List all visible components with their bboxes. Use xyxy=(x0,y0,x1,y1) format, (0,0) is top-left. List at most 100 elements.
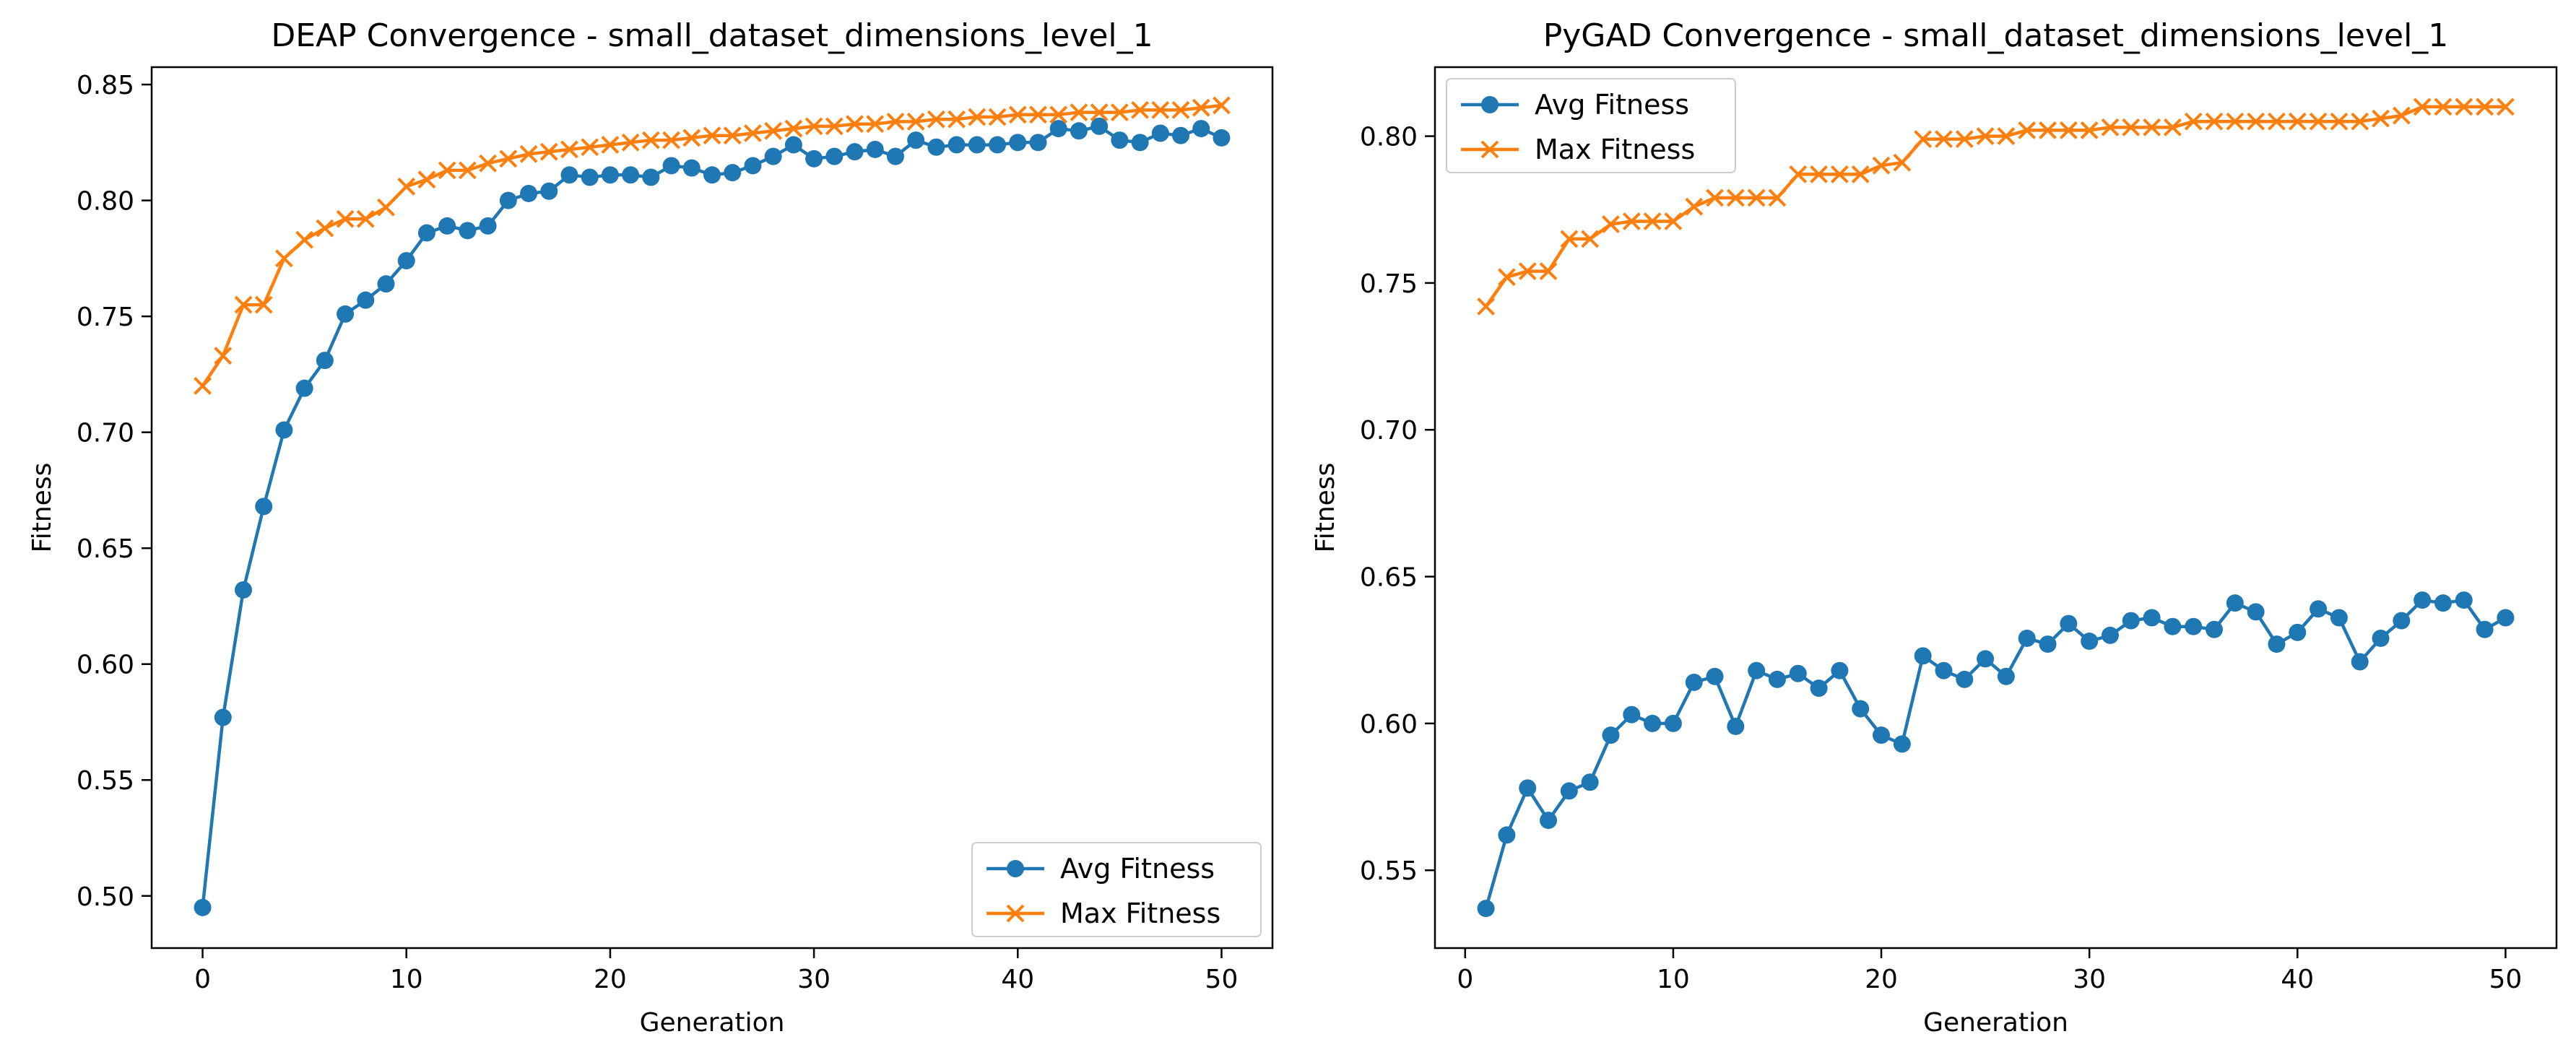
avg-fitness-point xyxy=(417,224,435,242)
avg-fitness-point xyxy=(622,166,640,184)
y-tick-label: 0.50 xyxy=(77,882,134,912)
avg-fitness-point xyxy=(214,708,232,726)
y-tick-label: 0.70 xyxy=(1360,416,1418,446)
x-tick-label: 20 xyxy=(594,965,627,994)
max-fitness-point xyxy=(641,131,660,149)
avg-fitness-line xyxy=(1484,598,2507,909)
max-fitness-point xyxy=(1955,130,1974,149)
avg-fitness-point xyxy=(357,291,375,309)
max-fitness-line xyxy=(201,103,1222,387)
max-fitness-point xyxy=(2351,112,2369,131)
avg-fitness-point xyxy=(2414,591,2432,609)
avg-fitness-point xyxy=(479,217,497,235)
avg-fitness-point xyxy=(234,581,252,599)
avg-fitness-point xyxy=(2289,623,2307,641)
avg-fitness-point xyxy=(499,191,517,209)
avg-fitness-point xyxy=(1873,726,1891,744)
max-fitness-point xyxy=(2372,109,2390,128)
max-fitness-point xyxy=(2330,112,2349,131)
avg-fitness-point xyxy=(1914,647,1932,665)
avg-fitness-point xyxy=(1192,120,1210,138)
avg-fitness-point xyxy=(744,157,762,175)
legend-item-max-fitness: Max Fitness xyxy=(986,898,1220,929)
avg-fitness-point xyxy=(1768,670,1786,688)
avg-fitness-point xyxy=(1602,726,1620,744)
max-fitness-point xyxy=(1893,153,1912,172)
max-fitness-point xyxy=(621,133,640,152)
avg-fitness-point xyxy=(438,217,456,235)
deap-chart-panel: DEAP Convergence - small_dataset_dimensi… xyxy=(27,17,1274,1038)
y-tick-label: 0.65 xyxy=(1360,563,1418,593)
max-fitness-point xyxy=(458,161,477,180)
x-tick-label: 30 xyxy=(2073,965,2106,994)
avg-fitness-point xyxy=(2143,609,2161,627)
max-fitness-point xyxy=(1643,212,1662,230)
avg-fitness-point xyxy=(1852,700,1870,718)
avg-fitness-point xyxy=(2060,614,2078,633)
avg-fitness-point xyxy=(1131,134,1149,152)
max-fitness-point xyxy=(2288,112,2307,131)
avg-fitness-point xyxy=(2226,594,2244,612)
legend: Avg Fitness Max Fitness xyxy=(971,842,1262,937)
avg-fitness-point xyxy=(1706,667,1724,685)
avg-fitness-point xyxy=(2476,620,2494,638)
max-fitness-point xyxy=(1747,188,1766,207)
avg-fitness-point xyxy=(1090,117,1109,135)
avg-fitness-point xyxy=(764,147,782,165)
avg-fitness-point xyxy=(397,252,415,270)
max-fitness-point xyxy=(723,126,742,145)
max-fitness-point xyxy=(1789,165,1808,183)
avg-fitness-point xyxy=(2330,609,2348,627)
y-axis-label: Fitness xyxy=(27,463,57,553)
avg-fitness-point xyxy=(1070,122,1088,140)
max-fitness-point xyxy=(2101,118,2120,136)
avg-fitness-point xyxy=(520,184,538,202)
max-fitness-point xyxy=(805,117,823,136)
avg-fitness-point xyxy=(1560,782,1578,800)
avg-fitness-line xyxy=(201,124,1223,908)
max-fitness-point xyxy=(1830,165,1849,183)
avg-fitness-point xyxy=(927,138,945,156)
avg-fitness-point xyxy=(1727,717,1745,735)
y-tick-label: 0.85 xyxy=(77,71,134,100)
axes-frame xyxy=(1434,66,2558,950)
chart-title: DEAP Convergence - small_dataset_dimensi… xyxy=(271,17,1153,54)
avg-fitness-point xyxy=(1789,664,1807,682)
avg-fitness-point xyxy=(2081,633,2099,651)
avg-fitness-point xyxy=(2393,612,2411,630)
max-fitness-point xyxy=(499,149,518,168)
max-fitness-point xyxy=(2184,112,2203,131)
max-fitness-point xyxy=(1664,212,1683,230)
avg-fitness-point xyxy=(2372,629,2390,647)
avg-fitness-point xyxy=(377,275,395,293)
avg-fitness-point xyxy=(1498,826,1516,844)
x-tick-label: 0 xyxy=(194,965,211,994)
avg-fitness-point xyxy=(2101,626,2119,644)
legend-label-max-fitness: Max Fitness xyxy=(1060,898,1220,929)
x-tick-label: 50 xyxy=(1205,965,1239,994)
x-tick-label: 30 xyxy=(797,965,831,994)
avg-fitness-point xyxy=(1644,714,1662,732)
y-tick-label: 0.80 xyxy=(77,187,134,217)
avg-fitness-point xyxy=(784,136,802,154)
avg-fitness-point xyxy=(337,305,355,323)
avg-fitness-point xyxy=(2268,635,2286,653)
max-fitness-point xyxy=(2143,118,2161,136)
avg-fitness-point xyxy=(947,136,966,154)
legend-label-avg-fitness: Avg Fitness xyxy=(1535,89,1689,121)
avg-fitness-point xyxy=(1049,120,1067,138)
avg-fitness-point xyxy=(724,164,742,182)
legend-marker xyxy=(1007,860,1024,877)
x-tick-label: 40 xyxy=(1001,965,1034,994)
plot-area xyxy=(1477,97,2515,918)
avg-fitness-point xyxy=(1540,812,1558,830)
max-fitness-point xyxy=(2455,97,2473,116)
max-fitness-point xyxy=(377,198,395,217)
max-fitness-point xyxy=(1997,127,2016,145)
max-fitness-point xyxy=(2247,112,2265,131)
max-fitness-point xyxy=(1539,262,1558,281)
max-fitness-point xyxy=(886,113,905,131)
avg-fitness-point xyxy=(2351,653,2369,671)
max-fitness-point xyxy=(438,161,456,180)
